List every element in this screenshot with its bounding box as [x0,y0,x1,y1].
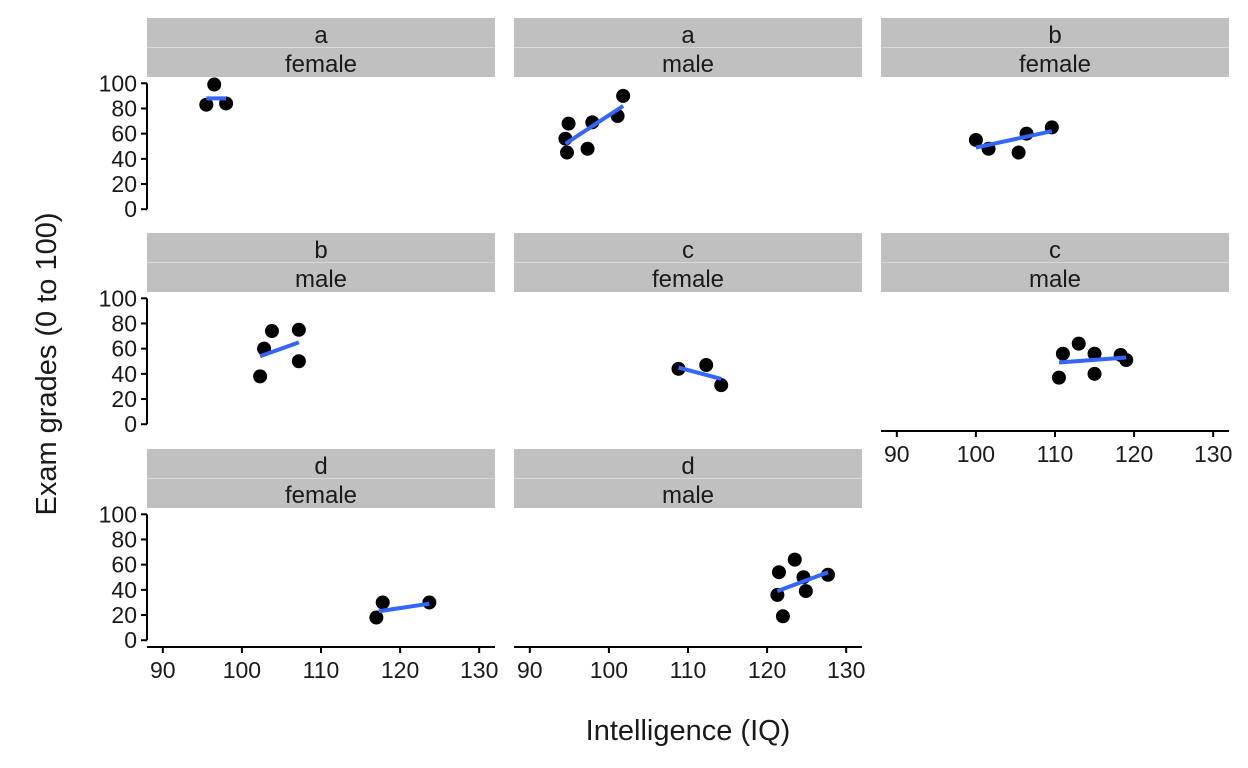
y-tick-label: 60 [111,552,137,578]
facet-panels: afemale020406080100amalebfemalebmale0204… [99,18,1232,683]
x-tick-label: 110 [1037,441,1074,467]
data-point [968,132,983,147]
data-point [1119,353,1134,367]
strip-label-sex: female [652,266,724,293]
x-tick-label: 120 [748,657,786,683]
y-tick-label: 20 [111,602,137,628]
strip-label-group: b [1048,22,1061,49]
y-tick-label: 100 [99,70,137,96]
data-point [820,567,835,582]
data-point [264,324,279,339]
strip-label-group: d [314,453,327,480]
x-tick-label: 90 [884,441,910,467]
data-point [1051,370,1066,385]
x-tick-label: 100 [590,657,628,683]
y-tick-label: 0 [124,196,137,222]
strip-label-sex: male [295,266,347,293]
data-point [798,584,813,599]
data-point [375,595,390,610]
x-axis-title: Intelligence (IQ) [586,715,791,747]
regression-line [1058,355,1127,365]
strip-label-sex: female [285,482,357,509]
strip-label-group: c [1049,237,1061,264]
data-point [561,116,576,131]
y-tick-label: 100 [99,285,137,311]
strip-label-sex: female [1019,51,1091,78]
x-tick-label: 110 [670,657,707,683]
data-point [1071,336,1086,351]
y-tick-label: 0 [124,627,137,653]
regression-line [378,601,430,614]
y-tick-label: 100 [99,501,137,527]
y-tick-label: 40 [111,361,137,387]
x-tick-label: 130 [460,657,498,683]
data-point [199,97,214,112]
x-tick-label: 90 [150,657,176,683]
strip-label-sex: male [662,51,714,78]
y-tick-label: 80 [111,310,137,336]
regression-line [259,340,300,359]
data-point [616,88,631,103]
strip-label-sex: female [285,51,357,78]
data-point [699,358,714,373]
data-point [771,565,786,580]
y-tick-label: 40 [111,146,137,172]
y-tick-label: 80 [111,95,137,121]
data-point [1087,346,1102,361]
data-point [580,141,595,156]
data-point [291,354,306,369]
data-point [787,552,802,567]
data-point [714,378,729,393]
data-point [253,369,268,384]
regression-line [975,129,1053,150]
y-tick-label: 20 [111,386,137,412]
y-tick-label: 60 [111,336,137,362]
data-point [369,610,384,625]
y-tick-label: 40 [111,577,137,603]
data-point [1011,145,1026,160]
x-tick-label: 130 [827,657,865,683]
y-tick-label: 60 [111,121,137,147]
strip-label-group: c [682,237,694,264]
x-tick-label: 120 [381,657,419,683]
strip-label-group: b [314,237,327,264]
data-point [291,322,306,337]
regression-line [677,365,722,381]
data-point [1087,366,1102,381]
data-point [559,145,574,160]
regression-line [564,104,625,146]
y-axis-title: Exam grades (0 to 100) [31,212,63,515]
x-tick-label: 110 [303,657,340,683]
data-point [1055,346,1070,361]
data-point [775,609,790,624]
data-point [207,77,222,92]
strip-label-group: a [681,22,695,49]
strip-label-sex: male [1029,266,1081,293]
regression-line [776,570,829,593]
x-tick-label: 120 [1115,441,1153,467]
strip-label-group: d [681,453,694,480]
strip-label-group: a [314,22,328,49]
x-tick-label: 130 [1194,441,1232,467]
x-tick-label: 90 [517,657,543,683]
x-tick-label: 100 [957,441,995,467]
y-tick-label: 20 [111,171,137,197]
y-tick-label: 0 [124,411,137,437]
strip-label-sex: male [662,482,714,509]
y-tick-label: 80 [111,526,137,552]
x-tick-label: 100 [223,657,261,683]
